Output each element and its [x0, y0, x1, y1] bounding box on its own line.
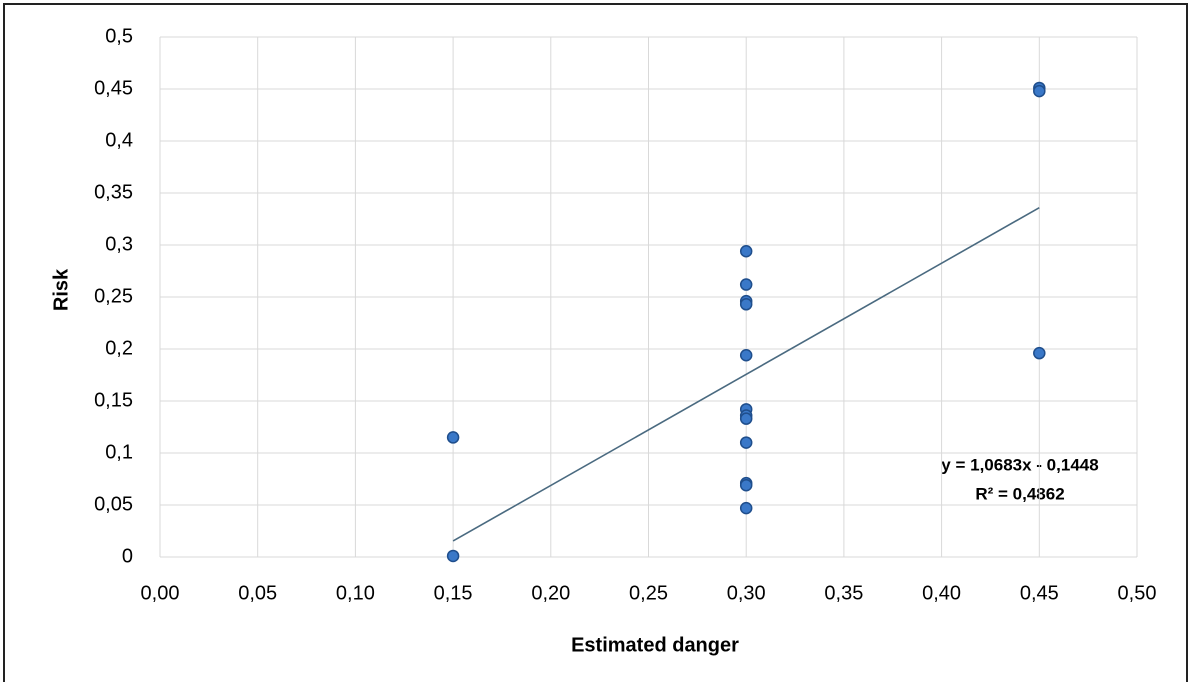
data-point [739, 348, 753, 362]
x-tick-label: 0,10 [336, 582, 375, 604]
data-point [739, 436, 753, 449]
y-tick-label: 0,5 [105, 25, 133, 47]
y-tick-label: 0 [122, 545, 133, 567]
data-point [739, 244, 753, 258]
x-tick-label: 0,30 [727, 582, 766, 604]
x-tick-label: 0,15 [434, 582, 473, 604]
data-point [446, 431, 460, 444]
y-tick-label: 0,05 [94, 493, 133, 515]
chart-frame [3, 3, 1188, 682]
r-squared: R² = 0,4862 [975, 484, 1064, 503]
x-tick-label: 0,25 [629, 582, 668, 604]
x-axis-title: Estimated danger [571, 634, 739, 656]
y-tick-label: 0,2 [105, 337, 133, 359]
y-tick-label: 0,1 [105, 441, 133, 463]
data-point [1033, 346, 1046, 360]
y-tick-label: 0,4 [105, 129, 133, 151]
y-tick-label: 0,15 [94, 389, 133, 411]
x-tick-label: 0,00 [141, 582, 180, 604]
data-point [1033, 84, 1046, 98]
data-point [739, 501, 753, 515]
y-axis-title: Risk [50, 268, 72, 311]
y-tick-label: 0,45 [94, 77, 133, 99]
y-tick-label: 0,35 [94, 181, 133, 203]
y-tick-label: 0,3 [105, 233, 133, 255]
x-tick-label: 0,45 [1020, 582, 1059, 604]
y-tick-label: 0,25 [94, 285, 133, 307]
x-tick-label: 0,50 [1118, 582, 1157, 604]
data-point [739, 298, 753, 311]
x-tick-label: 0,05 [238, 582, 277, 604]
data-point [446, 549, 460, 563]
trendline [452, 206, 1040, 542]
x-tick-label: 0,20 [531, 582, 570, 604]
data-point [739, 478, 753, 492]
data-point [739, 412, 753, 425]
data-point [739, 278, 753, 291]
x-tick-label: 0,35 [824, 582, 863, 604]
trend-equation: y = 1,0683x - 0,1448 [941, 455, 1098, 474]
x-tick-label: 0,40 [922, 582, 961, 604]
